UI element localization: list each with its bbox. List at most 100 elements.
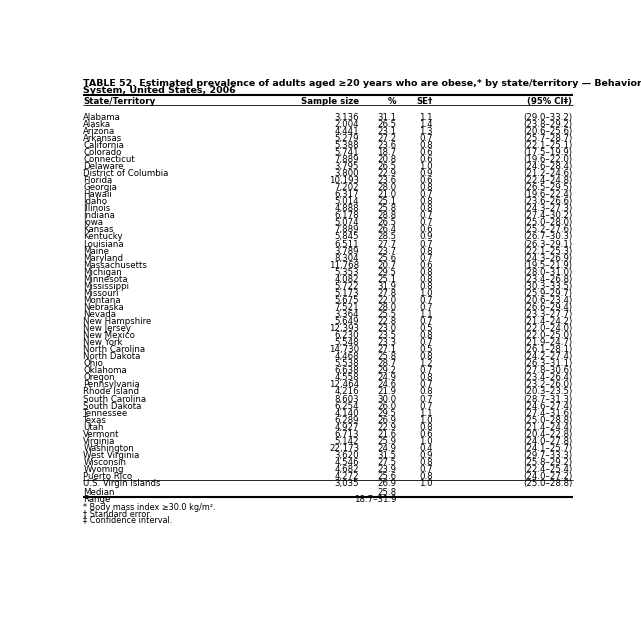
Text: Nevada: Nevada	[83, 310, 116, 319]
Text: Puerto Rico: Puerto Rico	[83, 472, 132, 481]
Text: 1.1: 1.1	[419, 310, 433, 319]
Text: Rhode Island: Rhode Island	[83, 388, 139, 397]
Text: (26.3–31.1): (26.3–31.1)	[523, 359, 572, 368]
Text: 3,800: 3,800	[335, 169, 359, 178]
Text: 0.7: 0.7	[419, 190, 433, 199]
Text: South Dakota: South Dakota	[83, 402, 142, 411]
Text: 4,272: 4,272	[335, 472, 359, 481]
Text: Louisiana: Louisiana	[83, 239, 124, 248]
Text: Georgia: Georgia	[83, 183, 117, 192]
Text: (24.3–26.9): (24.3–26.9)	[523, 253, 572, 262]
Text: 0.4: 0.4	[419, 444, 433, 453]
Text: 0.8: 0.8	[419, 388, 433, 397]
Text: 7,521: 7,521	[335, 303, 359, 312]
Text: 0.9: 0.9	[419, 451, 433, 460]
Text: 31.5: 31.5	[377, 451, 396, 460]
Text: (23.2–26.0): (23.2–26.0)	[523, 381, 572, 390]
Text: (24.6–27.4): (24.6–27.4)	[523, 402, 572, 411]
Text: 5,173: 5,173	[335, 289, 359, 298]
Text: 5,142: 5,142	[335, 437, 359, 446]
Text: 27.1: 27.1	[377, 345, 396, 354]
Text: 4,546: 4,546	[335, 458, 359, 467]
Text: 29.2: 29.2	[378, 367, 396, 376]
Text: North Carolina: North Carolina	[83, 345, 146, 354]
Text: 0.7: 0.7	[419, 134, 433, 143]
Text: 28.5: 28.5	[377, 233, 396, 242]
Text: Range: Range	[83, 495, 111, 504]
Text: 5,014: 5,014	[335, 197, 359, 206]
Text: 28.8: 28.8	[377, 212, 396, 221]
Text: %: %	[388, 97, 396, 106]
Text: New Jersey: New Jersey	[83, 324, 131, 333]
Text: 24.9: 24.9	[378, 444, 396, 453]
Text: (23.4–26.8): (23.4–26.8)	[523, 275, 572, 284]
Text: ‡ Confidence interval.: ‡ Confidence interval.	[83, 515, 172, 524]
Text: Hawaii: Hawaii	[83, 190, 112, 199]
Text: 27.7: 27.7	[377, 239, 396, 248]
Text: (22.0–24.0): (22.0–24.0)	[523, 324, 572, 333]
Text: 0.7: 0.7	[419, 465, 433, 474]
Text: 25.8: 25.8	[377, 204, 396, 213]
Text: 0.6: 0.6	[419, 226, 433, 235]
Text: 7,889: 7,889	[335, 226, 359, 235]
Text: 0.6: 0.6	[419, 176, 433, 185]
Text: SE†: SE†	[417, 97, 433, 106]
Text: 6,317: 6,317	[335, 190, 359, 199]
Text: 25.1: 25.1	[377, 197, 396, 206]
Text: (25.0–28.0): (25.0–28.0)	[523, 219, 572, 228]
Text: 20.8: 20.8	[377, 155, 396, 164]
Text: 0.8: 0.8	[419, 352, 433, 361]
Text: 4,888: 4,888	[335, 204, 359, 213]
Text: (23.6–26.6): (23.6–26.6)	[523, 197, 572, 206]
Text: 5,722: 5,722	[335, 282, 359, 291]
Text: 22.9: 22.9	[378, 169, 396, 178]
Text: 5,353: 5,353	[335, 267, 359, 276]
Text: 0.7: 0.7	[419, 317, 433, 326]
Text: 4,682: 4,682	[335, 465, 359, 474]
Text: 5,388: 5,388	[335, 141, 359, 150]
Text: (28.0–31.0): (28.0–31.0)	[523, 267, 572, 276]
Text: Illinois: Illinois	[83, 204, 110, 213]
Text: 23.0: 23.0	[377, 324, 396, 333]
Text: Connecticut: Connecticut	[83, 155, 135, 164]
Text: 5,649: 5,649	[335, 317, 359, 326]
Text: 0.5: 0.5	[419, 324, 433, 333]
Text: West Virginia: West Virginia	[83, 451, 140, 460]
Text: 0.7: 0.7	[419, 219, 433, 228]
Text: 29.5: 29.5	[378, 267, 396, 276]
Text: 26.5: 26.5	[377, 120, 396, 129]
Text: 25.6: 25.6	[377, 253, 396, 262]
Text: 0.8: 0.8	[419, 267, 433, 276]
Text: 0.8: 0.8	[419, 141, 433, 150]
Text: 28.0: 28.0	[377, 183, 396, 192]
Text: Virginia: Virginia	[83, 437, 115, 446]
Text: North Dakota: North Dakota	[83, 352, 140, 361]
Text: 23.6: 23.6	[377, 141, 396, 150]
Text: 0.8: 0.8	[419, 197, 433, 206]
Text: 14,730: 14,730	[329, 345, 359, 354]
Text: 25.6: 25.6	[377, 472, 396, 481]
Text: (23.4–26.4): (23.4–26.4)	[523, 374, 572, 383]
Text: Wisconsin: Wisconsin	[83, 458, 126, 467]
Text: Nebraska: Nebraska	[83, 303, 124, 312]
Text: (20.4–22.8): (20.4–22.8)	[523, 430, 572, 439]
Text: 18.7–31.9: 18.7–31.9	[354, 495, 396, 504]
Text: 31.9: 31.9	[378, 282, 396, 291]
Text: (22.1–25.3): (22.1–25.3)	[523, 246, 572, 255]
Text: 6,254: 6,254	[335, 402, 359, 411]
Text: (20.6–25.6): (20.6–25.6)	[523, 127, 572, 136]
Text: Texas: Texas	[83, 415, 107, 424]
Text: 21.6: 21.6	[377, 430, 396, 439]
Text: 6,638: 6,638	[335, 367, 359, 376]
Text: 5,279: 5,279	[335, 134, 359, 143]
Text: 0.7: 0.7	[419, 296, 433, 305]
Text: 5,845: 5,845	[335, 233, 359, 242]
Text: Kansas: Kansas	[83, 226, 113, 235]
Text: 0.7: 0.7	[419, 381, 433, 390]
Text: 3,136: 3,136	[335, 113, 359, 122]
Text: (26.5–29.5): (26.5–29.5)	[523, 183, 572, 192]
Text: 6,289: 6,289	[335, 415, 359, 424]
Text: 0.5: 0.5	[419, 345, 433, 354]
Text: 3,789: 3,789	[335, 246, 359, 255]
Text: 0.7: 0.7	[419, 367, 433, 376]
